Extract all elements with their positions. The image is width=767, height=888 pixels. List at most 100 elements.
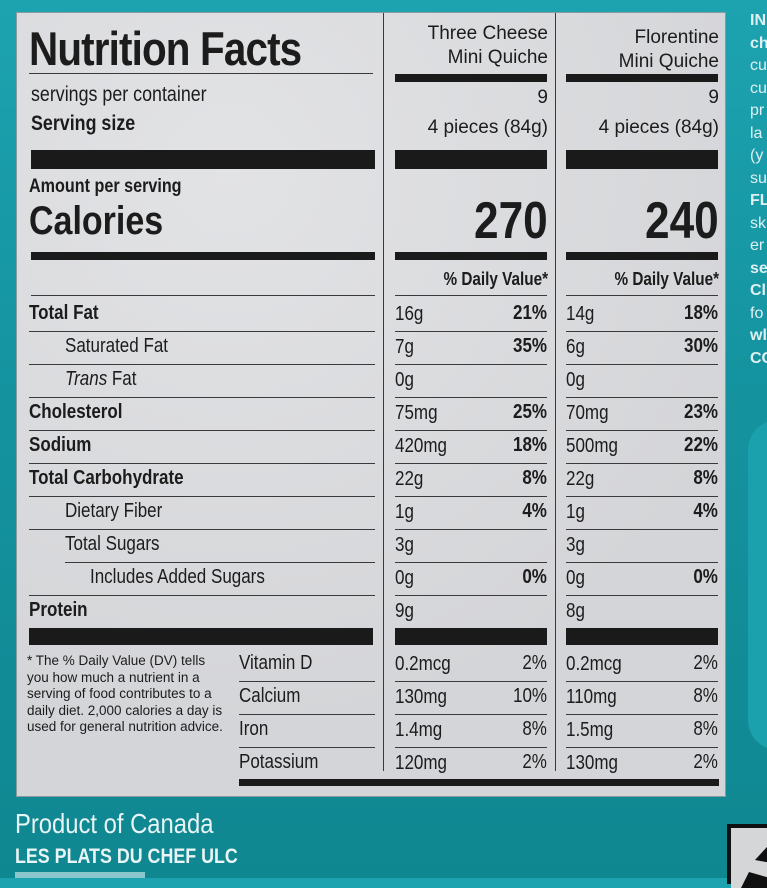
product-1-micro-amount: 120mg [395, 752, 456, 775]
divider [29, 73, 373, 74]
label-title: Nutrition Facts [29, 22, 302, 75]
amount-text: 7g [395, 336, 414, 358]
nutrient-label: Sodium [29, 434, 102, 457]
product-1-serving-size: 4 pieces (84g) [393, 117, 548, 139]
thick-bar [31, 150, 375, 169]
product-2-dv: 23% [566, 401, 718, 424]
product-2-amount: 0g [566, 567, 588, 590]
thick-bar [395, 74, 547, 82]
amount-text: 120mg [395, 752, 447, 774]
amount-text: 130mg [395, 686, 447, 708]
micronutrient-label: Vitamin D [239, 652, 325, 675]
row-divider [29, 595, 375, 596]
row-divider [566, 463, 718, 464]
dv-text: 30% [683, 335, 718, 357]
product-1-micro-dv: 2% [395, 751, 547, 774]
amount-text: 420mg [395, 435, 447, 457]
row-divider [566, 496, 718, 497]
product-1-amount: 0g [395, 567, 417, 590]
product-2-micro-dv: 8% [566, 718, 718, 741]
row-divider [566, 681, 718, 682]
product-2-micro-dv: 8% [566, 685, 718, 708]
dv-text: 4% [522, 500, 547, 522]
product-1-dv: 0% [395, 566, 547, 589]
nutrient-label-text: Total Sugars [65, 533, 160, 555]
product-2-amount: 500mg [566, 435, 627, 458]
product-2-dv: 22% [566, 434, 718, 457]
nutrient-label: Protein [29, 599, 98, 622]
row-divider [395, 463, 547, 464]
side-fragment: ch [750, 34, 767, 52]
amount-text: 0g [395, 369, 414, 391]
thick-bar [395, 150, 547, 169]
product-2-calories: 240 [564, 191, 719, 251]
side-fragment: CC [750, 349, 767, 367]
product-2-micro-amount: 0.2mcg [566, 653, 632, 676]
nutrient-label: Cholesterol [29, 401, 139, 424]
row-divider [566, 397, 718, 398]
row-divider [395, 496, 547, 497]
company-name: LES PLATS DU CHEF ULC [15, 845, 277, 869]
micronutrient-label-text: Calcium [239, 685, 301, 707]
product-2-serving-size: 4 pieces (84g) [564, 117, 719, 139]
amount-text: 70mg [566, 402, 609, 424]
company-name-text: LES PLATS DU CHEF ULC [15, 845, 238, 868]
product-1-name-line1: Three Cheese [427, 23, 548, 44]
row-divider [239, 747, 375, 748]
row-divider [395, 364, 547, 365]
cut-off-address-line [15, 872, 145, 878]
arrow-symbol-icon [741, 846, 767, 888]
row-divider [29, 529, 375, 530]
row-divider [29, 364, 375, 365]
product-1-micro-dv: 10% [395, 685, 547, 708]
micronutrient-label: Potassium [239, 751, 332, 774]
row-divider [566, 529, 718, 530]
product-2-name-line2: Mini Quiche [618, 51, 719, 72]
row-divider [29, 496, 375, 497]
dv-text: 22% [683, 434, 718, 456]
divider [31, 295, 375, 296]
side-fragment: cu [750, 79, 767, 97]
medium-bar [31, 252, 375, 260]
side-fragment: su [750, 169, 767, 187]
row-divider [395, 562, 547, 563]
nutrient-label: Trans Fat [65, 368, 149, 391]
row-divider [395, 747, 547, 748]
nutrient-label: Total Sugars [65, 533, 176, 556]
product-2-dv: 4% [566, 500, 718, 523]
dv-text: 18% [683, 302, 718, 324]
product-1-amount: 75mg [395, 402, 445, 425]
product-1-amount: 9g [395, 600, 417, 623]
row-divider [566, 364, 718, 365]
product-1-micro-amount: 130mg [395, 686, 456, 709]
side-fragment: FL [750, 192, 767, 209]
micronutrient-label-text: Iron [239, 718, 269, 740]
row-divider [29, 430, 375, 431]
amount-text: 3g [395, 534, 414, 556]
row-divider [239, 714, 375, 715]
product-2-dv: 8% [566, 467, 718, 490]
column-divider-1 [383, 13, 384, 771]
medium-bar [395, 252, 547, 260]
thick-bar [566, 150, 718, 169]
product-1-micro-amount: 1.4mg [395, 719, 451, 742]
product-origin: Product of Canada [15, 808, 249, 840]
product-1-amount: 16g [395, 303, 428, 326]
dv-text: 23% [683, 401, 718, 423]
amount-per-serving-text: Amount per serving [29, 176, 182, 197]
product-1-dv-header: % Daily Value* [393, 269, 548, 290]
product-2-dv [566, 533, 718, 556]
row-divider [395, 714, 547, 715]
dv-text: 2% [522, 751, 547, 773]
nutrient-label: Total Fat [29, 302, 111, 325]
recycling-symbol-icon [731, 828, 767, 888]
divider [566, 295, 718, 296]
product-2-name-line1: Florentine [634, 27, 720, 48]
amount-text: 500mg [566, 435, 618, 457]
dv-text: 8% [693, 718, 718, 740]
amount-text: 75mg [395, 402, 438, 424]
row-divider [239, 681, 375, 682]
product-2-amount: 22g [566, 468, 599, 491]
product-1-micro-amount: 0.2mcg [395, 653, 461, 676]
medium-bar [566, 252, 718, 260]
